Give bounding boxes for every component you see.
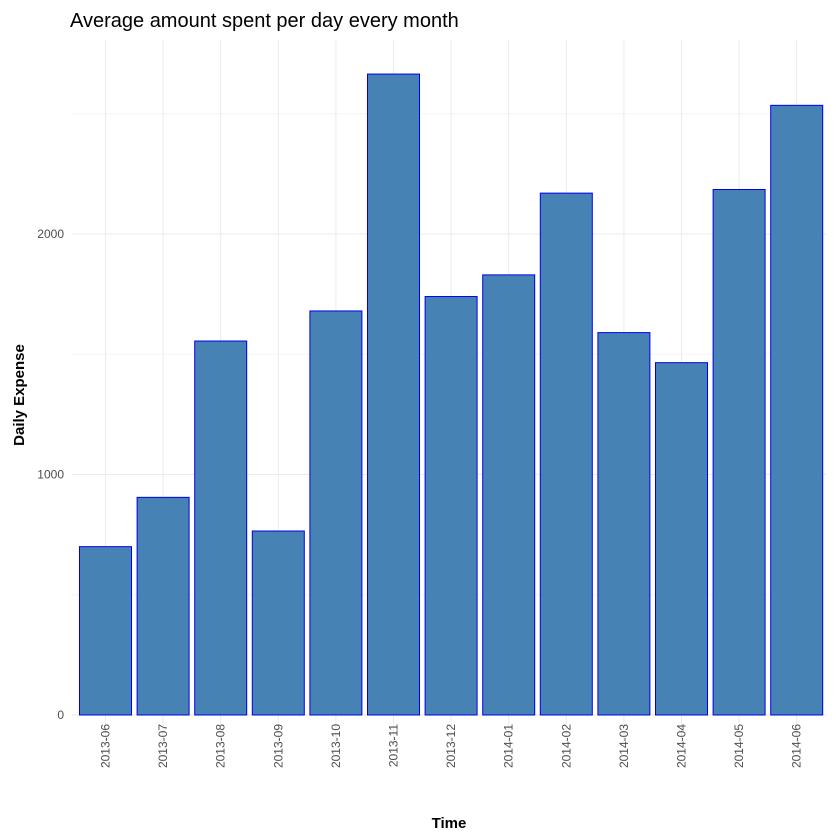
x-tick-label: 2013-12 [444, 724, 458, 768]
bar-2014-02 [539, 192, 593, 716]
bar-2014-01 [482, 274, 536, 716]
x-tick-label: 2014-01 [502, 724, 516, 768]
x-tick-label: 2014-02 [559, 724, 573, 768]
y-tick-label: 0 [57, 708, 64, 722]
bar-2013-07 [136, 496, 190, 716]
bar-2014-03 [597, 332, 651, 716]
y-tick-label: 2000 [37, 227, 64, 241]
bar-2014-04 [655, 362, 708, 716]
bars [79, 73, 824, 716]
y-tick-label: 1000 [37, 468, 64, 482]
bar-2013-11 [367, 73, 420, 716]
x-tick-label: 2014-06 [790, 724, 804, 768]
x-axis-title: Time [432, 815, 467, 832]
bar-2014-06 [770, 104, 824, 716]
x-tick-label: 2014-04 [675, 724, 689, 768]
bar-2013-09 [251, 530, 305, 716]
bar-2013-10 [309, 310, 363, 716]
x-tick-label: 2013-10 [329, 724, 343, 768]
x-tick-label: 2013-06 [99, 724, 113, 768]
bar-2013-08 [194, 340, 248, 716]
chart-title: Average amount spent per day every month [70, 10, 459, 32]
bar-2013-06 [79, 546, 132, 716]
bar-2013-12 [424, 296, 478, 716]
x-tick-label: 2013-11 [387, 724, 401, 767]
bar-2014-05 [712, 189, 766, 716]
x-tick-label: 2014-05 [732, 724, 746, 768]
x-tick-label: 2014-03 [617, 724, 631, 768]
x-tick-label: 2013-09 [271, 724, 285, 768]
x-tick-labels: 2013-06 2013-07 2013-08 2013-09 2013-10 2013-… [99, 724, 804, 768]
y-axis-title: Daily Expense [11, 344, 28, 446]
x-tick-label: 2013-08 [214, 724, 228, 768]
y-tick-labels: 0 1000 2000 [37, 227, 64, 722]
x-tick-label: 2013-07 [156, 724, 170, 768]
